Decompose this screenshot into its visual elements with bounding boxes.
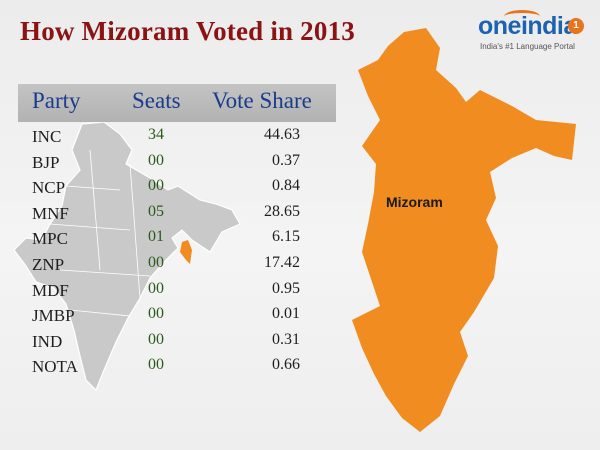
mizoram-highlight-shape: [180, 240, 192, 264]
table-header: Party Seats Vote Share: [18, 84, 336, 122]
seats-cell: 00: [148, 151, 164, 169]
vote-share-cell: 0.01: [272, 305, 300, 323]
party-cell: MNF: [32, 203, 69, 223]
mizoram-map-label: Mizoram: [386, 194, 443, 210]
party-cell: NOTA: [32, 357, 78, 377]
table-row: NCP 00 0.84: [18, 177, 336, 203]
vote-share-cell: 0.84: [272, 177, 300, 195]
vote-share-cell: 28.65: [264, 202, 300, 220]
table-row: MPC 01 6.15: [18, 228, 336, 254]
seats-cell: 00: [148, 177, 164, 195]
table-row: INC 34 44.63: [18, 126, 336, 152]
table-row: MNF 05 28.65: [18, 203, 336, 229]
vote-share-cell: 0.95: [272, 279, 300, 297]
seats-cell: 00: [148, 253, 164, 271]
vote-share-cell: 0.37: [272, 151, 300, 169]
seats-cell: 00: [148, 356, 164, 374]
vote-share-cell: 17.42: [264, 253, 300, 271]
column-header-seats: Seats: [132, 88, 181, 113]
table-row: ZNP 00 17.42: [18, 254, 336, 280]
india-map: [13, 121, 241, 392]
table-row: BJP 00 0.37: [18, 152, 336, 178]
party-cell: JMBP: [32, 306, 75, 326]
table-row: MDF 00 0.95: [18, 280, 336, 306]
party-cell: NCP: [32, 178, 66, 198]
vote-share-cell: 6.15: [272, 228, 300, 246]
party-cell: MDF: [32, 280, 69, 300]
table-row: IND 00 0.31: [18, 331, 336, 357]
logo-tagline: India's #1 Language Portal: [480, 42, 575, 51]
party-cell: IND: [32, 331, 63, 351]
column-header-party: Party: [32, 88, 81, 113]
seats-cell: 00: [148, 330, 164, 348]
vote-share-cell: 0.66: [272, 356, 300, 374]
mizoram-map: [352, 28, 576, 432]
vote-share-cell: 0.31: [272, 330, 300, 348]
party-cell: INC: [32, 127, 62, 146]
logo-swoosh-icon: [504, 10, 540, 23]
table-row: JMBP 00 0.01: [18, 305, 336, 331]
logo-wordmark: oneindia: [478, 12, 577, 40]
oneindia-logo: oneindia 1 India's #1 Language Portal: [478, 8, 590, 58]
seats-cell: 34: [148, 126, 164, 143]
seats-cell: 01: [148, 228, 164, 246]
results-table-body: INC 34 44.63 BJP 00 0.37 NCP 00 0.84 MNF…: [18, 126, 336, 382]
party-cell: ZNP: [32, 254, 65, 274]
seats-cell: 05: [148, 202, 164, 220]
party-cell: BJP: [32, 152, 60, 172]
logo-badge: 1: [568, 18, 584, 34]
table-row: NOTA 00 0.66: [18, 356, 336, 382]
seats-cell: 00: [148, 305, 164, 323]
page-title: How Mizoram Voted in 2013: [20, 16, 355, 46]
seats-cell: 00: [148, 279, 164, 297]
vote-share-cell: 44.63: [264, 126, 300, 143]
mizoram-map-shape: [352, 28, 576, 432]
column-header-vote-share: Vote Share: [212, 88, 312, 113]
party-cell: MPC: [32, 229, 68, 249]
